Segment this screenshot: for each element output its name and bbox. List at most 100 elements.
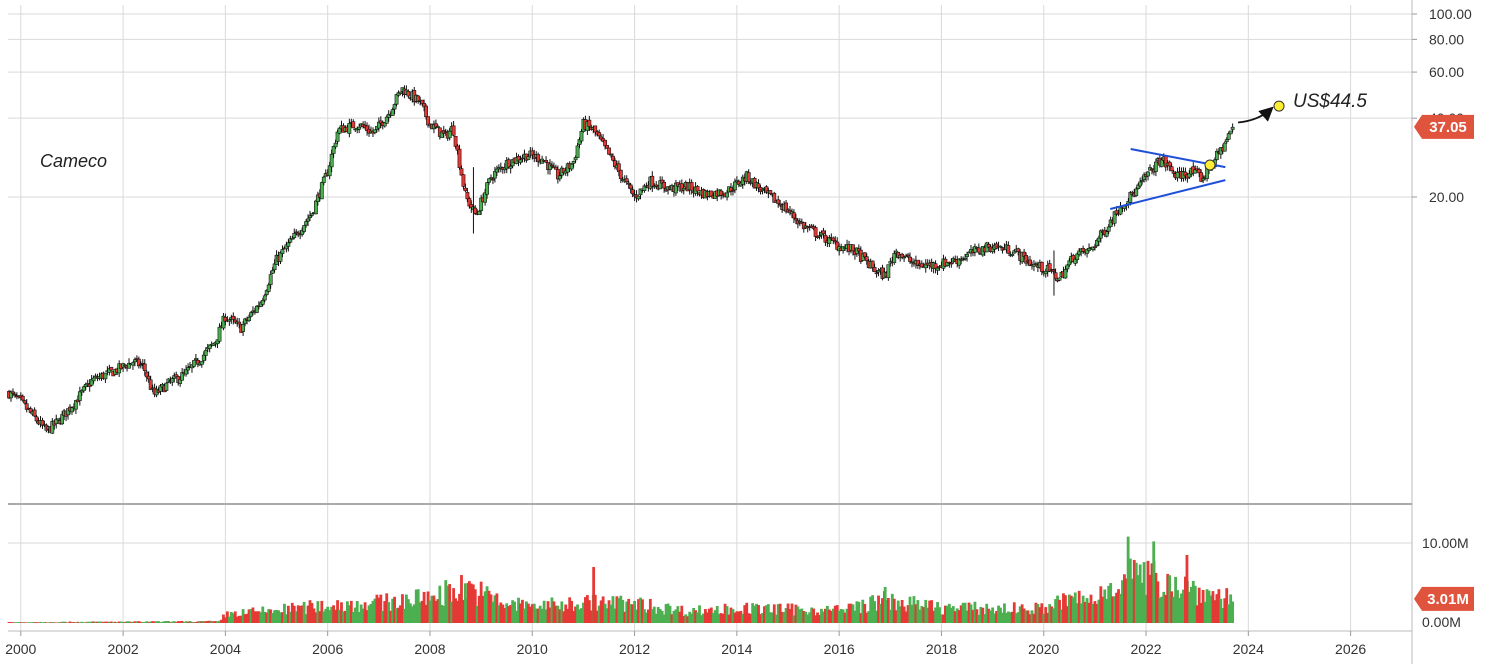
candle-down: [870, 260, 875, 269]
volume-bar-up: [511, 600, 515, 623]
volume-bar-down: [109, 621, 113, 623]
volume-bar-down: [11, 622, 15, 623]
volume-bar-down: [1211, 591, 1215, 623]
volume-bar-up: [940, 614, 943, 623]
volume-bar-down: [536, 608, 540, 623]
volume-bar-down: [25, 622, 29, 623]
volume-bar-down: [623, 611, 627, 623]
volume-bar-up: [1042, 613, 1046, 623]
volume-bar-down: [462, 599, 465, 623]
volume-bar-up: [21, 622, 25, 623]
volume-bar-down: [704, 609, 707, 623]
volume-bar-down: [530, 604, 534, 623]
volume-bar-up: [361, 608, 365, 623]
candle-down: [24, 403, 29, 410]
candle-down: [874, 272, 879, 275]
candle-up: [217, 326, 222, 342]
volume-bar-up: [896, 600, 900, 623]
candle-up: [1228, 130, 1233, 135]
volume-bar-up: [715, 605, 719, 623]
volume-bar-up: [273, 610, 276, 623]
volume-bar-up: [999, 607, 1002, 623]
volume-bar-down: [1115, 592, 1118, 623]
candle-up: [493, 171, 497, 179]
volume-bar-up: [41, 622, 44, 623]
volume-bar-up: [229, 611, 233, 623]
volume-bar-down: [1199, 602, 1203, 623]
candle-up: [270, 270, 275, 274]
x-tick-label: 2018: [926, 641, 957, 657]
volume-bar-down: [1099, 586, 1103, 623]
candle-down: [463, 187, 468, 192]
axes: 100.0080.0060.0040.0020.0010.00M0.00M200…: [5, 0, 1474, 664]
x-tick-label: 2020: [1028, 641, 1059, 657]
volume-bar-up: [993, 613, 996, 623]
volume-bar-down: [481, 595, 485, 623]
volume-bar-up: [766, 604, 770, 623]
volume-bar-down: [812, 608, 816, 623]
volume-bar-up: [1073, 592, 1077, 623]
candle-up: [573, 157, 578, 161]
volume-bar-up: [1091, 603, 1095, 623]
volume-bar-up: [29, 622, 33, 623]
volume-bar-up: [328, 610, 332, 623]
candle-up: [494, 168, 499, 173]
volume-bar-down: [420, 600, 424, 623]
volume-bar-down: [349, 600, 353, 623]
price-tick-label: 80.00: [1429, 31, 1464, 47]
candle-down: [746, 172, 751, 182]
volume-bar-up: [127, 621, 131, 623]
volume-bar-down: [168, 622, 172, 623]
candle-up: [642, 185, 647, 191]
candle-down: [1039, 261, 1044, 272]
volume-bar-down: [137, 621, 141, 623]
candle-up: [1193, 169, 1198, 174]
volume-bar-up: [806, 614, 810, 623]
candle-down: [1034, 263, 1038, 265]
candle-up: [103, 372, 108, 380]
volume-bar-down: [1123, 574, 1126, 623]
volume-bar-down: [1046, 612, 1050, 623]
volume-bar-up: [776, 604, 780, 623]
candle-up: [347, 123, 352, 134]
volume-bar-down: [194, 622, 198, 623]
candle-down: [624, 178, 629, 183]
volume-bar-up: [576, 604, 579, 623]
volume-bar-up: [955, 608, 959, 623]
candle-down: [536, 154, 541, 163]
volume-bar-up: [369, 603, 373, 623]
volume-bar-down: [344, 610, 347, 623]
volume-bar-down: [389, 610, 393, 623]
volume-bar-up: [1203, 601, 1207, 623]
candle-up: [1104, 231, 1109, 237]
candle-down: [616, 163, 621, 173]
volume-bar-up: [523, 608, 526, 623]
volume-bar-down: [235, 616, 239, 623]
current-volume-tag: 3.01M: [1414, 586, 1474, 611]
volume-bar-down: [615, 596, 619, 623]
candle-up: [288, 238, 293, 243]
volume-bar-up: [182, 622, 186, 623]
volume-bar-up: [412, 604, 416, 623]
volume-bar-up: [60, 621, 64, 623]
volume-bar-down: [631, 604, 635, 623]
volume-bar-down: [290, 602, 294, 623]
volume-bar-down: [562, 611, 566, 623]
candle-up: [1230, 126, 1235, 130]
price-tick-label: 100.00: [1429, 6, 1472, 22]
candle-down: [813, 227, 818, 237]
candle-up: [1112, 211, 1117, 224]
value-tag-text: 37.05: [1429, 119, 1467, 136]
volume-bar-down: [105, 621, 109, 623]
volume-bar-up: [1229, 594, 1233, 623]
volume-bar-up: [983, 614, 987, 623]
candle-down: [949, 262, 954, 265]
candle-down: [1006, 245, 1011, 254]
candle-up: [508, 166, 513, 169]
volume-bar-down: [892, 598, 896, 623]
volume-bar-up: [172, 621, 176, 623]
volume-bar-up: [493, 595, 497, 623]
volume-bar-up: [98, 621, 101, 623]
volume-bar-up: [1024, 610, 1028, 623]
volume-bar-down: [1101, 596, 1105, 623]
